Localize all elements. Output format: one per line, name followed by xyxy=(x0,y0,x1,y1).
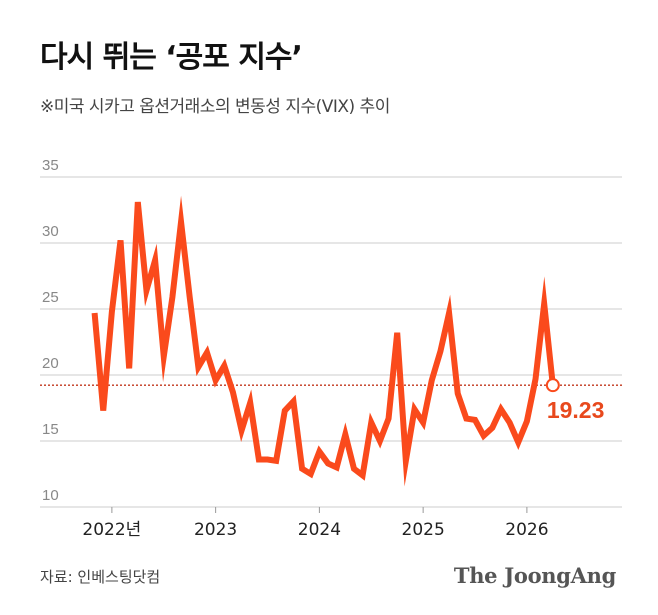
last-value-group: 19.23 xyxy=(545,378,605,423)
y-tick-label: 10 xyxy=(42,487,59,504)
x-tick-label: 2026 xyxy=(505,520,548,540)
brand-logo: The JoongAng xyxy=(453,563,616,588)
y-tick-label: 15 xyxy=(42,421,59,438)
y-tick-label: 30 xyxy=(42,223,59,240)
chart-subtitle: ※미국 시카고 옵션거래소의 변동성 지수(VIX) 추이 xyxy=(40,97,390,117)
last-value-label: 19.23 xyxy=(547,397,605,423)
y-tick-label: 25 xyxy=(42,289,59,306)
source-note: 자료: 인베스팅닷컴 xyxy=(40,568,161,586)
series-line xyxy=(91,195,556,487)
y-axis-ticks: 10 15 20 25 30 35 xyxy=(42,157,59,504)
x-tick-label: 2023 xyxy=(194,520,237,540)
x-tick-label: 2025 xyxy=(402,520,445,540)
x-tick-label: 2024 xyxy=(298,520,341,540)
x-tick-label: 2022년 xyxy=(82,520,141,540)
last-value-marker xyxy=(545,378,560,393)
series-group xyxy=(91,195,556,487)
chart-title: 다시 뛰는 ‘공포 지수’ xyxy=(40,40,303,75)
y-tick-label: 35 xyxy=(42,157,59,174)
x-axis-ticks: 2022년 2023 2024 2025 2026 xyxy=(82,507,549,540)
y-tick-label: 20 xyxy=(42,355,59,372)
